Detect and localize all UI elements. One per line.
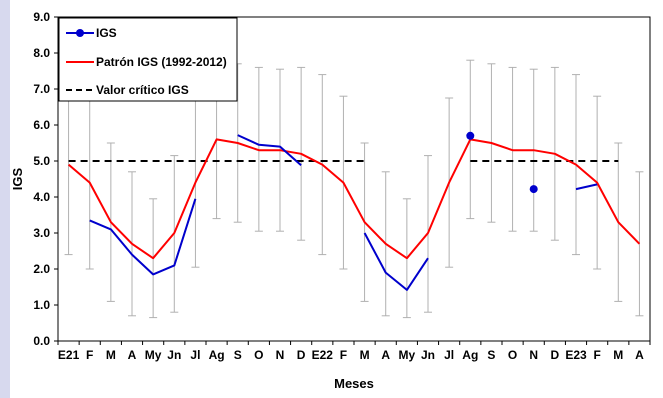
x-tick-label: N [276, 348, 285, 362]
x-tick-label: S [234, 348, 242, 362]
x-tick-label: M [106, 348, 116, 362]
y-axis-title: IGS [10, 167, 25, 190]
x-tick-label: E23 [565, 348, 587, 362]
legend-item-igs: IGS [66, 26, 117, 40]
x-tick-label: A [381, 348, 390, 362]
series-igs-point [466, 131, 475, 140]
series-igs-line [363, 232, 429, 291]
x-tick-label: Ag [462, 348, 478, 362]
legend-item-patron: Patrón IGS (1992-2012) [66, 55, 227, 69]
y-tick-label: 9.0 [33, 10, 50, 24]
x-tick-label: E22 [312, 348, 334, 362]
x-tick-label: My [399, 348, 416, 362]
x-tick-label: Jn [421, 348, 435, 362]
legend-box [58, 17, 238, 102]
x-tick-label: Jl [190, 348, 200, 362]
series-lines-group [67, 131, 641, 291]
x-tick-label: F [593, 348, 600, 362]
series-igs-line [575, 183, 598, 191]
x-tick-label: F [86, 348, 93, 362]
legend-critico-label: Valor crítico IGS [96, 83, 189, 97]
y-tick-label: 1.0 [33, 298, 50, 312]
series-patron-line [67, 138, 641, 260]
y-tick-label: 8.0 [33, 46, 50, 60]
y-tick-label: 6.0 [33, 118, 50, 132]
series-igs-line [237, 134, 302, 167]
x-tick-label: Ag [209, 348, 225, 362]
x-axis-title: Meses [334, 376, 374, 391]
x-tick-label: O [508, 348, 517, 362]
x-tick-label: A [128, 348, 137, 362]
legend-igs-label: IGS [96, 26, 117, 40]
y-tick-label: 7.0 [33, 82, 50, 96]
x-tick-label: Jl [444, 348, 454, 362]
x-tick-label: D [297, 348, 306, 362]
left-accent-strip [0, 0, 10, 398]
x-tick-label: S [487, 348, 495, 362]
x-tick-label: F [340, 348, 347, 362]
x-axis-ticks: E21 F M A My Jn Jl Ag S O N D E22 F M A My Jn Jl Ag S O N D E23 F… [57, 341, 651, 362]
y-tick-label: 3.0 [33, 226, 50, 240]
series-igs-line [89, 198, 197, 276]
legend-patron-label: Patrón IGS (1992-2012) [96, 55, 227, 69]
x-tick-label: A [635, 348, 644, 362]
x-tick-label: O [254, 348, 263, 362]
legend: IGS Patrón IGS (1992-2012) Valor crítico… [58, 17, 238, 102]
legend-igs-marker [76, 29, 84, 37]
y-tick-label: 2.0 [33, 262, 50, 276]
legend-item-critico: Valor crítico IGS [66, 83, 189, 97]
x-tick-label: M [360, 348, 370, 362]
x-tick-label: My [145, 348, 162, 362]
y-tick-label: 0.0 [33, 334, 50, 348]
y-tick-label: 5.0 [33, 154, 50, 168]
x-tick-label: E21 [58, 348, 80, 362]
series-igs-point [529, 185, 538, 194]
y-tick-label: 4.0 [33, 190, 50, 204]
x-tick-label: M [613, 348, 623, 362]
x-tick-label: N [529, 348, 538, 362]
x-tick-label: D [551, 348, 560, 362]
x-tick-label: Jn [167, 348, 181, 362]
y-axis-ticks: 0.0 1.0 2.0 3.0 4.0 5.0 6.0 7.0 8.0 9.0 [33, 10, 58, 348]
